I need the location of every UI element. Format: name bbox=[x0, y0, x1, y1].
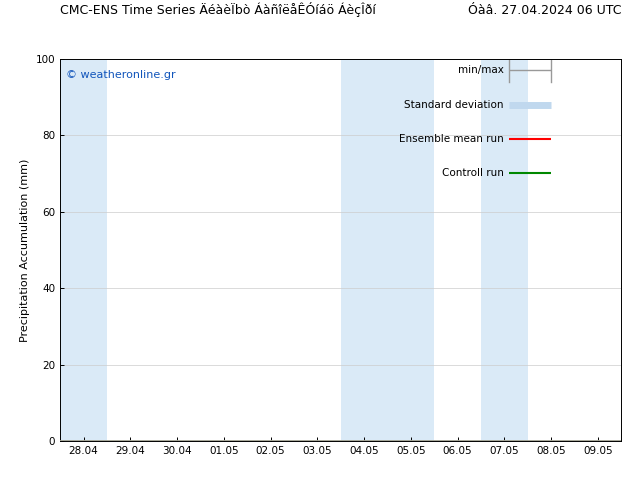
Point bbox=[120, 436, 128, 441]
Point bbox=[117, 435, 125, 441]
Text: © weatheronline.gr: © weatheronline.gr bbox=[66, 70, 176, 80]
Y-axis label: Precipitation Accumulation (mm): Precipitation Accumulation (mm) bbox=[20, 158, 30, 342]
Point bbox=[120, 434, 128, 440]
Point bbox=[117, 434, 125, 440]
Bar bbox=[481, 59, 527, 441]
Text: CMC-ENS Time Series ÄéàèÏbò ÁàñîëåÊÓíáö ÁèçÎðí: CMC-ENS Time Series ÄéàèÏbò ÁàñîëåÊÓíáö … bbox=[60, 2, 376, 17]
Bar bbox=[60, 59, 107, 441]
Point bbox=[120, 435, 128, 441]
Point bbox=[117, 436, 125, 441]
Bar bbox=[341, 59, 434, 441]
Text: Ensemble mean run: Ensemble mean run bbox=[399, 134, 503, 144]
Text: Óàâ. 27.04.2024 06 UTC: Óàâ. 27.04.2024 06 UTC bbox=[468, 4, 621, 17]
Point bbox=[117, 434, 125, 440]
Point bbox=[117, 435, 125, 441]
Point bbox=[120, 435, 128, 441]
Point bbox=[117, 435, 125, 441]
Point bbox=[120, 435, 128, 441]
Text: Controll run: Controll run bbox=[442, 169, 503, 178]
Point bbox=[120, 434, 128, 440]
Text: Standard deviation: Standard deviation bbox=[404, 99, 503, 110]
Text: min/max: min/max bbox=[458, 65, 503, 75]
